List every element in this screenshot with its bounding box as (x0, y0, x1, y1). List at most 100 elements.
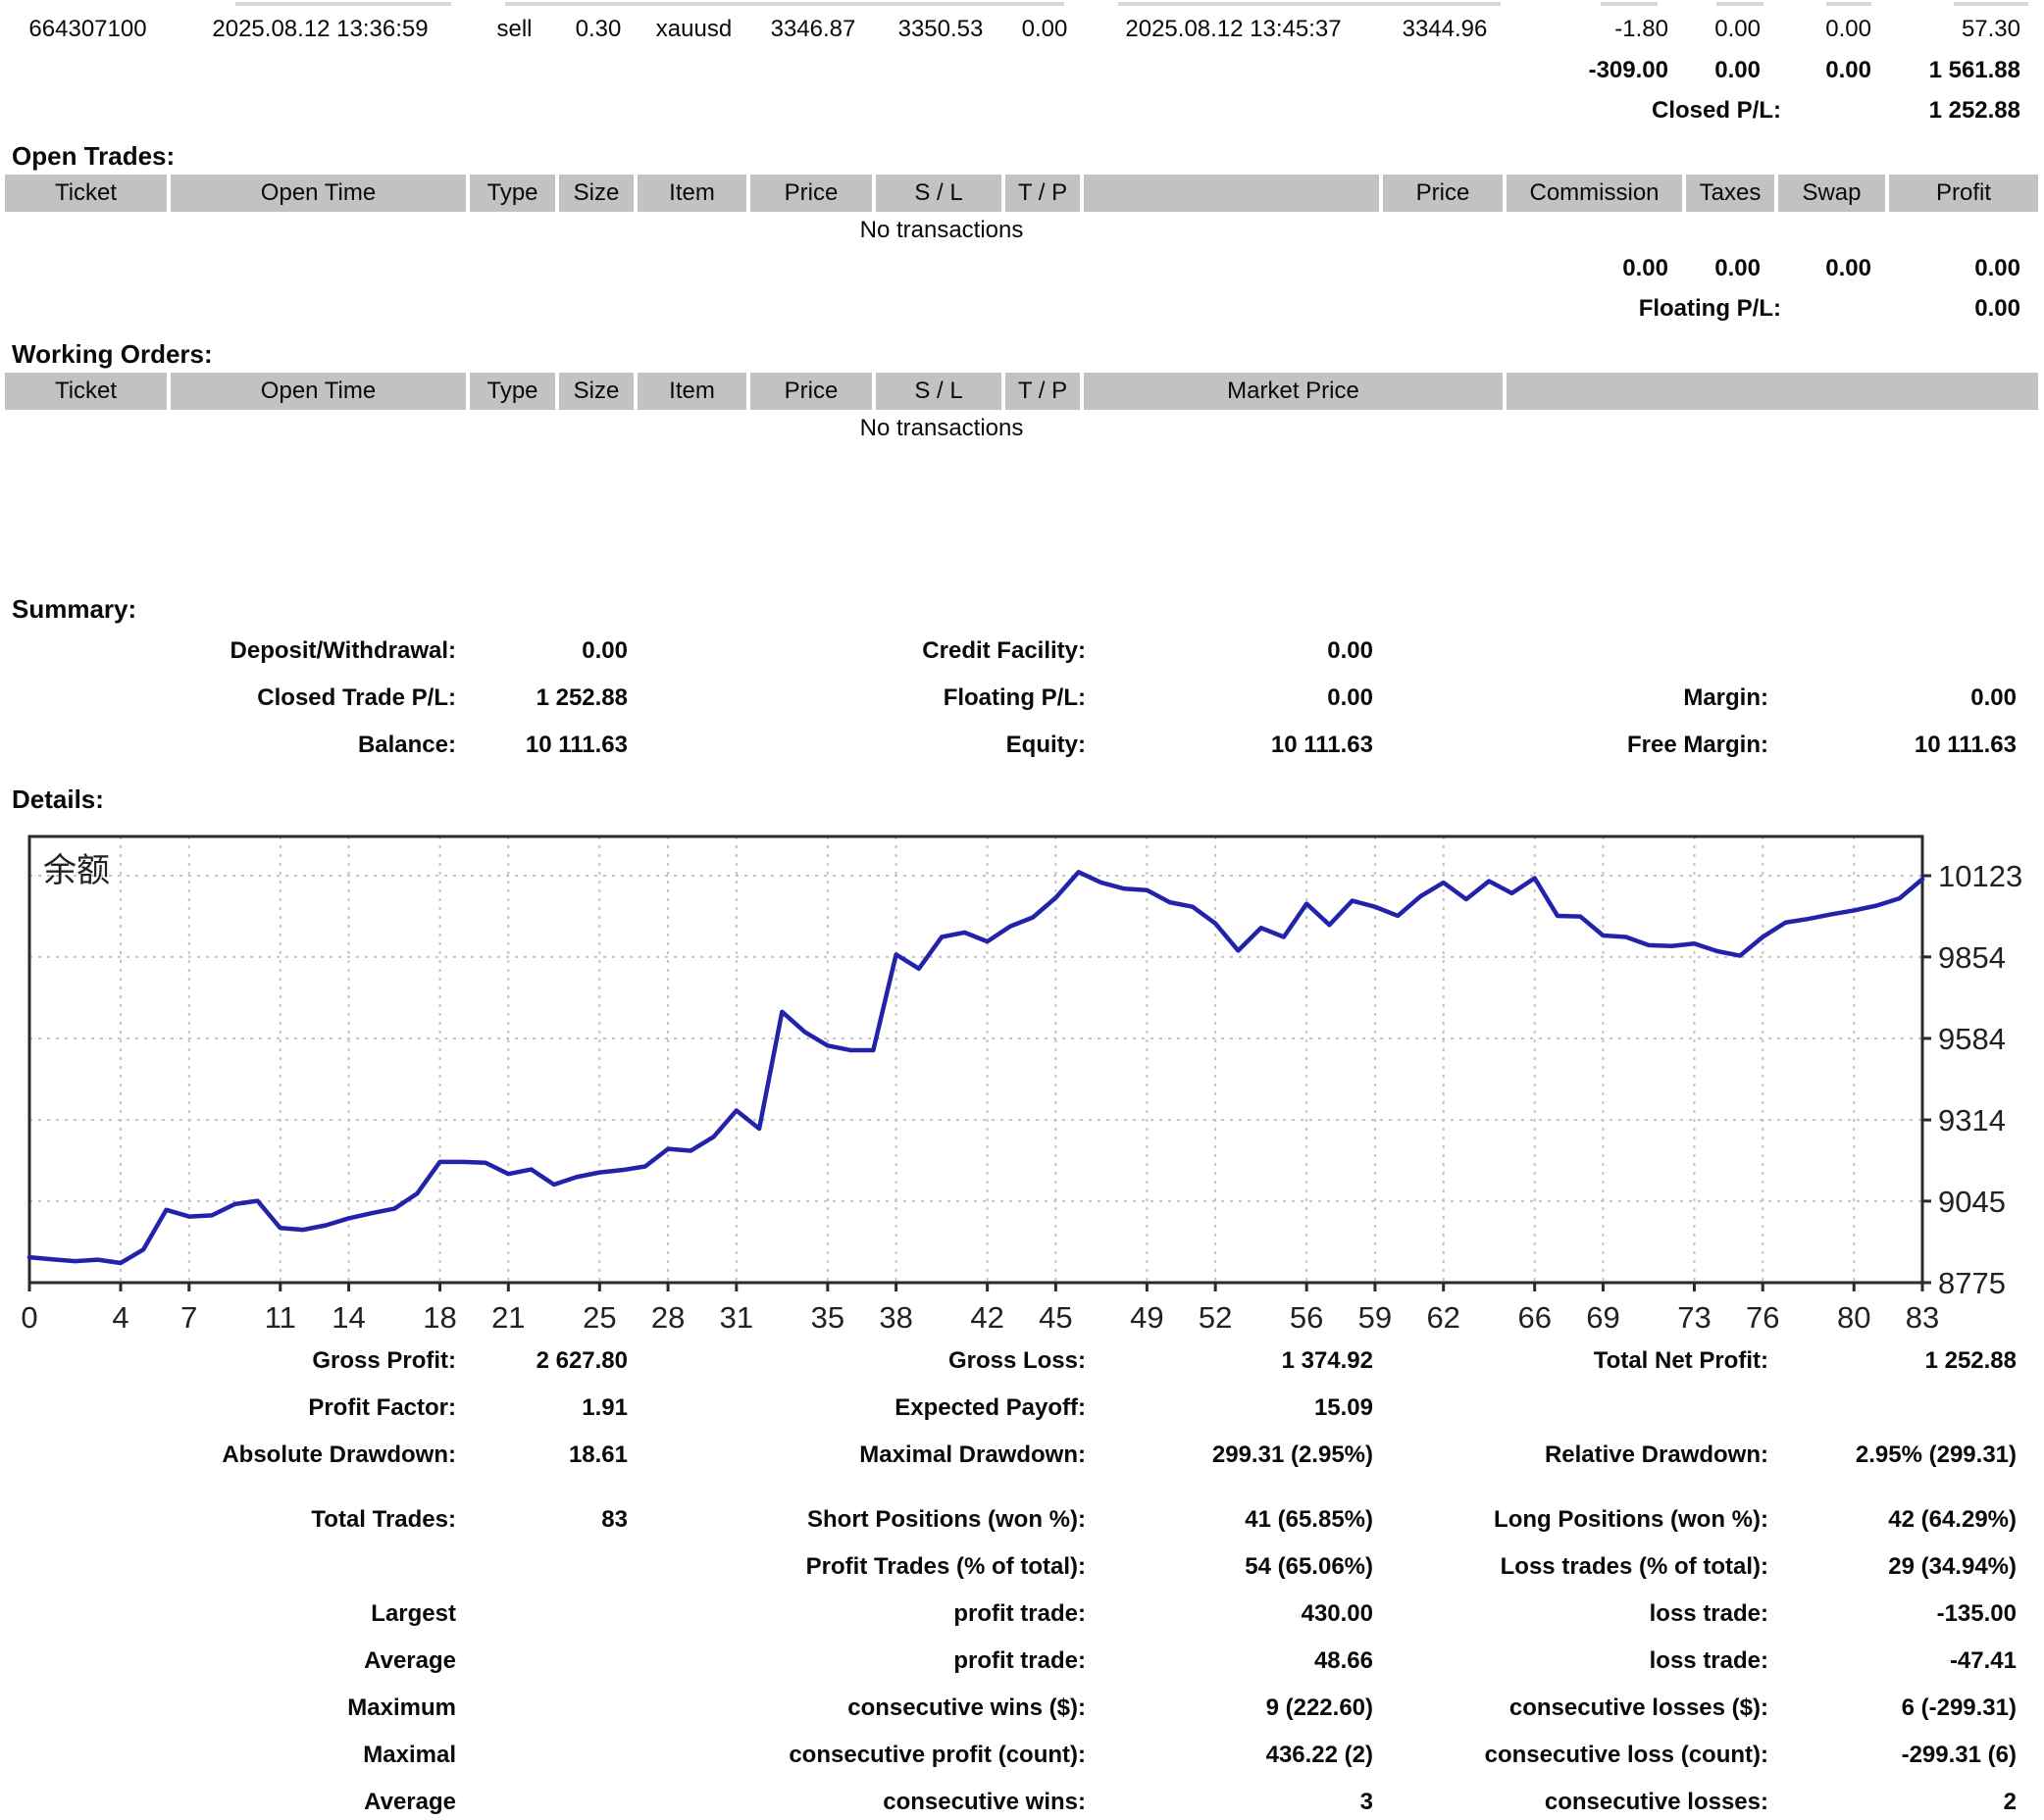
stat-label: Floating P/L: (943, 684, 1086, 711)
total-taxes: 0.00 (1714, 57, 1761, 83)
cell-sl: 3350.53 (897, 16, 984, 42)
svg-text:11: 11 (265, 1300, 296, 1332)
svg-text:45: 45 (1039, 1300, 1072, 1332)
stat-row: Total Trades: 83 Short Positions (won %): 4… (0, 1496, 2044, 1543)
total-commission: 0.00 (1622, 255, 1668, 281)
open-trades-empty: No transactions (859, 217, 1024, 243)
stat-value: 430.00 (1301, 1600, 1373, 1627)
column-header: Item (638, 373, 750, 410)
clipped-row-remnant (0, 0, 2044, 8)
svg-text:9314: 9314 (1938, 1103, 2006, 1138)
svg-text:83: 83 (1906, 1300, 1939, 1332)
stat-value: 0.00 (1327, 637, 1373, 664)
stat-label: Gross Profit: (312, 1347, 456, 1374)
column-header: Price (750, 373, 876, 410)
stat-label: consecutive loss (count): (1484, 1742, 1768, 1768)
closed-pl-value: 1 252.88 (1928, 97, 2020, 124)
stat-label: consecutive wins: (883, 1789, 1086, 1815)
stat-value: 10 111.63 (1914, 732, 2017, 758)
svg-text:25: 25 (583, 1300, 616, 1332)
stat-value: 2 (2003, 1789, 2017, 1815)
svg-text:8775: 8775 (1938, 1266, 2006, 1300)
svg-text:21: 21 (491, 1300, 525, 1332)
stat-label: profit trade: (953, 1600, 1086, 1627)
closed-pl-row: Closed P/L: 1 252.88 (5, 90, 2038, 131)
stat-label: Gross Loss: (947, 1347, 1086, 1374)
total-swap: 0.00 (1825, 57, 1871, 83)
column-header: S / L (876, 175, 1005, 212)
total-swap: 0.00 (1825, 255, 1871, 281)
stat-label: Absolute Drawdown: (222, 1441, 456, 1468)
column-header: Open Time (171, 373, 470, 410)
svg-text:9854: 9854 (1938, 940, 2006, 975)
cell-tp: 0.00 (1021, 16, 1068, 42)
stat-value (1768, 628, 2017, 675)
stat-value: -299.31 (6) (1901, 1742, 2017, 1768)
stat-row: Deposit/Withdrawal: 0.00 Credit Facility: 0… (0, 628, 2044, 675)
stat-value: 9 (222.60) (1265, 1694, 1373, 1721)
stat-label: Credit Facility: (922, 637, 1086, 664)
spacer (5, 249, 1507, 288)
cell-swap: 0.00 (1825, 16, 1871, 42)
stat-label: Short Positions (won %): (807, 1506, 1086, 1533)
svg-text:42: 42 (970, 1300, 1003, 1332)
cell-taxes: 0.00 (1714, 16, 1761, 42)
stat-label: Deposit/Withdrawal: (230, 637, 456, 664)
column-header: T / P (1005, 175, 1084, 212)
cell-open-time: 2025.08.12 13:36:59 (212, 16, 429, 42)
stat-row: Average profit trade: 48.66 loss trade: -47.… (0, 1638, 2044, 1685)
stat-row: Gross Profit: 2 627.80 Gross Loss: 1 374.92… (0, 1338, 2044, 1385)
stat-value: 54 (65.06%) (1245, 1553, 1373, 1580)
svg-text:28: 28 (651, 1300, 685, 1332)
stat-row: Largest profit trade: 430.00 loss trade: -13… (0, 1591, 2044, 1638)
cell-item: xauusd (655, 16, 733, 42)
stat-label: Equity: (1005, 732, 1086, 758)
floating-pl-row: Floating P/L: 0.00 (5, 288, 2038, 329)
cell-size: 0.30 (575, 16, 622, 42)
svg-text:62: 62 (1426, 1300, 1459, 1332)
column-header: Ticket (5, 175, 171, 212)
stat-row: Absolute Drawdown: 18.61 Maximal Drawdown:… (0, 1432, 2044, 1479)
svg-text:9045: 9045 (1938, 1185, 2006, 1219)
stat-value: 299.31 (2.95%) (1211, 1441, 1373, 1468)
summary-title: Summary: (12, 594, 137, 624)
stat-value: 2 627.80 (536, 1347, 628, 1374)
stat-label: Balance: (357, 732, 456, 758)
stat-value: 6 (-299.31) (1901, 1694, 2017, 1721)
stat-row: Balance: 10 111.63 Equity: 10 111.63 Free Ma… (0, 722, 2044, 769)
stat-label: consecutive wins ($): (847, 1694, 1086, 1721)
stat-label: consecutive losses ($): (1508, 1694, 1768, 1721)
stat-value: 2.95% (299.31) (1855, 1441, 2017, 1468)
stat-row: Maximal consecutive profit (count): 436.22… (0, 1732, 2044, 1779)
column-header: Type (470, 373, 559, 410)
stat-value: 83 (601, 1506, 628, 1533)
cell-commission: -1.80 (1614, 16, 1668, 42)
working-orders-empty: No transactions (859, 415, 1024, 441)
stat-value (456, 1779, 628, 1820)
column-header: Swap (1778, 175, 1889, 212)
column-header: S / L (876, 373, 1005, 410)
cell-close-price: 3344.96 (1402, 16, 1488, 42)
stat-value (456, 1591, 628, 1638)
stat-label: loss trade: (1649, 1600, 1768, 1627)
details-rows: Gross Profit: 2 627.80 Gross Loss: 1 374.92… (0, 1338, 2044, 1820)
summary-table: Deposit/Withdrawal: 0.00 Credit Facility: 0… (0, 628, 2044, 769)
column-header: Price (1383, 175, 1507, 212)
stat-label: consecutive profit (count): (789, 1742, 1086, 1768)
stat-label: Loss trades (% of total): (1500, 1553, 1768, 1580)
stat-value: -135.00 (1936, 1600, 2017, 1627)
svg-text:0: 0 (21, 1300, 37, 1332)
cell-close-time: 2025.08.12 13:45:37 (1125, 16, 1342, 42)
details-table: Gross Profit: 2 627.80 Gross Loss: 1 374.92… (0, 1338, 2044, 1820)
working-orders-title: Working Orders: (12, 339, 213, 369)
column-header: Size (559, 373, 638, 410)
stat-value (456, 1732, 628, 1779)
stat-label (0, 1543, 456, 1591)
svg-text:80: 80 (1837, 1300, 1870, 1332)
stat-label: Profit Factor: (308, 1394, 456, 1421)
stat-value (456, 1685, 628, 1732)
stat-label: Profit Trades (% of total): (805, 1553, 1086, 1580)
stat-value: 0.00 (582, 637, 628, 664)
stat-label: Maximum (347, 1694, 456, 1721)
